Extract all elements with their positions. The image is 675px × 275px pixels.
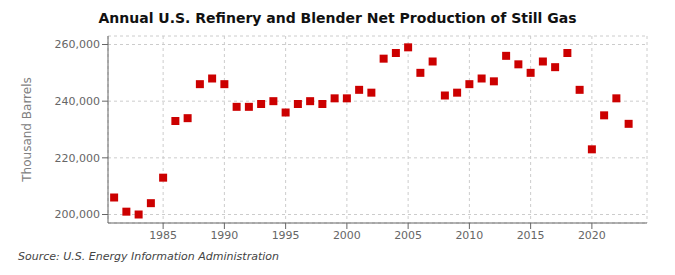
svg-text:1995: 1995 bbox=[272, 229, 300, 242]
svg-text:240,000: 240,000 bbox=[55, 95, 101, 108]
svg-text:2010: 2010 bbox=[455, 229, 483, 242]
svg-text:200,000: 200,000 bbox=[55, 208, 101, 221]
svg-text:1990: 1990 bbox=[210, 229, 238, 242]
svg-text:2000: 2000 bbox=[333, 229, 361, 242]
svg-text:220,000: 220,000 bbox=[55, 152, 101, 165]
svg-text:2020: 2020 bbox=[578, 229, 606, 242]
svg-text:2005: 2005 bbox=[394, 229, 422, 242]
html-text:Annual U.S. Refinery and Blend: Annual U.S. Refinery and Blender Net Pro… bbox=[98, 10, 577, 26]
html-text:Source: U.S. Energy Informatio: Source: U.S. Energy Information Administ… bbox=[18, 250, 279, 263]
svg-text:Thousand Barrels: Thousand Barrels bbox=[20, 77, 34, 182]
svg-text:1985: 1985 bbox=[149, 229, 177, 242]
svg-text:2015: 2015 bbox=[517, 229, 545, 242]
svg-text:260,000: 260,000 bbox=[55, 38, 101, 51]
